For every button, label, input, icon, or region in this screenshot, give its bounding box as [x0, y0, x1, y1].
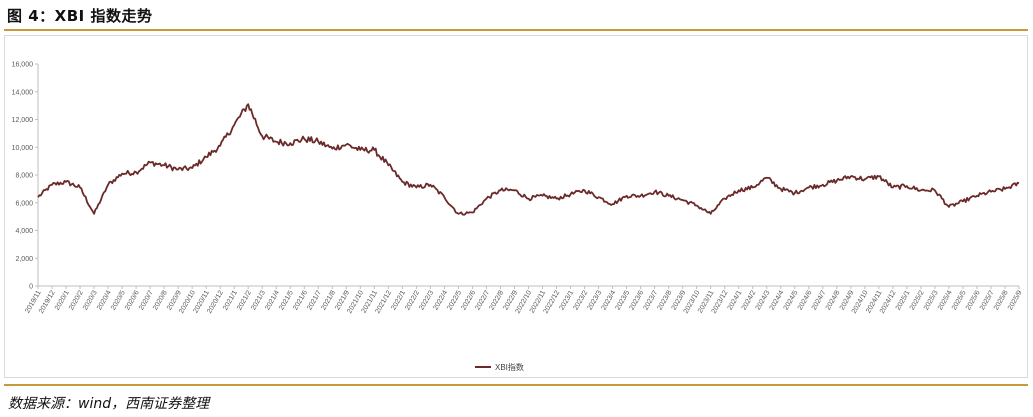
chart-frame: 0 2,000 4,000 6,000 8,000 10,000 12,000 14,000 1…: [4, 35, 1028, 378]
y-tick-label: 10,000: [12, 145, 34, 152]
title-divider: [4, 29, 1028, 31]
xbi-line-chart: 0 2,000 4,000 6,000 8,000 10,000 12,000 14,000 1…: [12, 62, 1024, 373]
y-tick-label: 0: [29, 284, 33, 291]
series-layer: [37, 103, 1020, 216]
y-tick-label: 6,000: [15, 200, 33, 207]
y-tick-label: 2,000: [15, 256, 33, 263]
legend-label: XBI指数: [495, 362, 524, 372]
y-axis: 0 2,000 4,000 6,000 8,000 10,000 12,000 14,000 1…: [12, 62, 39, 291]
y-tick-label: 4,000: [15, 228, 33, 235]
series-line-xbi: [37, 103, 1020, 216]
x-tick-label: 2025/9: [1007, 289, 1024, 311]
data-source-note: 数据来源：wind，西南证券整理: [8, 396, 210, 412]
source-divider: [4, 384, 1028, 386]
y-tick-label: 8,000: [15, 173, 33, 180]
figure-title: 图 4：XBI 指数走势: [7, 7, 153, 25]
legend: XBI指数: [475, 362, 524, 372]
y-tick-label: 14,000: [12, 89, 34, 96]
y-tick-label: 16,000: [12, 62, 34, 69]
y-tick-label: 12,000: [12, 117, 34, 124]
x-axis: 2019/112019/122020/12020/22020/32020/420…: [24, 285, 1024, 315]
